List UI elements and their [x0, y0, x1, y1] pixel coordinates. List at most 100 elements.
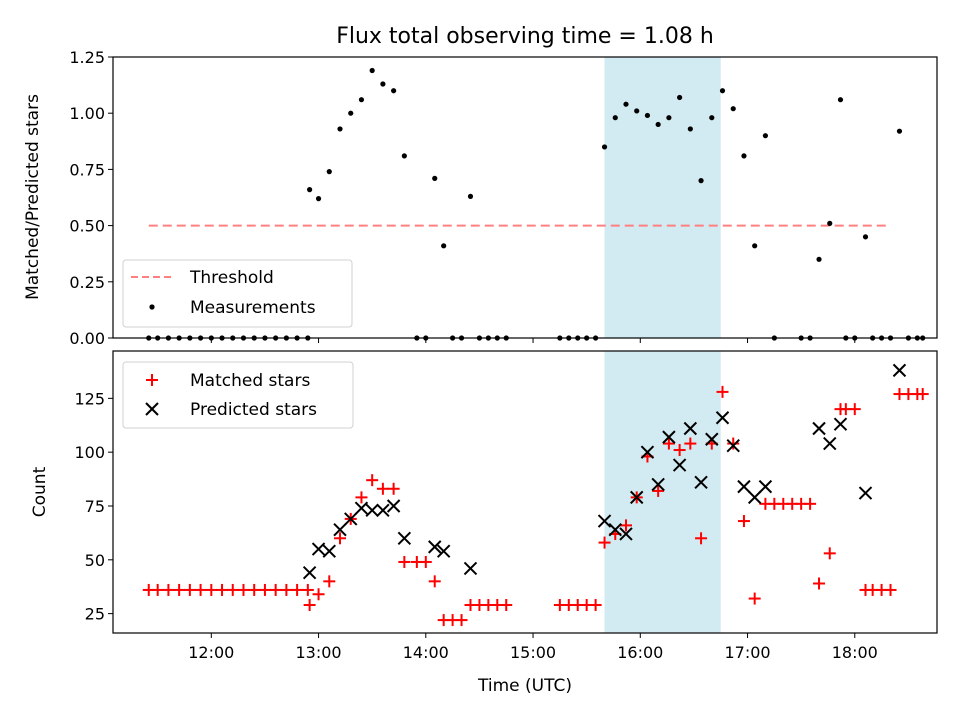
x-tick-label: 12:00: [188, 643, 234, 662]
matched-star-point: [280, 583, 293, 596]
measurement-point: [644, 112, 651, 119]
matched-star-point: [258, 583, 271, 596]
matched-star-point: [813, 577, 826, 590]
measurement-point: [655, 121, 661, 128]
predicted-star-point: [662, 430, 676, 444]
measurement-point: [612, 115, 618, 121]
predicted-star-point: [311, 542, 326, 556]
predicted-star-point: [651, 477, 665, 492]
matched-star-point: [598, 536, 611, 549]
predicted-star-point: [619, 527, 633, 541]
matched-star-point: [716, 385, 729, 398]
matched-star-point: [419, 555, 432, 568]
matched-star-point: [355, 491, 368, 504]
x-tick-label: 14:00: [403, 643, 449, 662]
matched-star-point: [916, 388, 929, 401]
top-legend: Threshold Measurements: [122, 259, 353, 328]
top-highlight-layer: [604, 57, 721, 338]
predicted-star-point: [397, 531, 412, 545]
predicted-star-point: [436, 544, 451, 558]
bottom-x-ticks: 12:00 13:00 14:00 15:00 16:00 17:00 18:00: [188, 633, 878, 662]
bottom-y-tick-label: 100: [74, 443, 105, 462]
bottom-y-tick-label: 25: [85, 605, 105, 624]
matched-star-point: [291, 583, 304, 596]
predicted-star-point: [694, 475, 708, 490]
measurement-point: [666, 115, 672, 121]
measurement-point: [698, 178, 704, 184]
matched-star-point: [183, 583, 196, 596]
predicted-star-point: [747, 490, 762, 505]
matched-star-point: [823, 547, 836, 560]
top-axes-frame: [112, 56, 938, 339]
measurement-point: [741, 153, 747, 159]
x-tick-label: 17:00: [724, 643, 770, 662]
matched-star-point: [619, 519, 632, 532]
measurement-point: [816, 256, 822, 262]
measurements-legend-label: Measurements: [190, 298, 316, 318]
predicted-star-point: [376, 503, 390, 518]
matched-star-point: [455, 614, 468, 627]
measurement-point: [467, 193, 474, 199]
measurement-point: [441, 243, 447, 249]
measurement-point: [634, 108, 640, 114]
matched-star-point: [804, 497, 817, 510]
bottom-y-tick-label: 125: [74, 389, 105, 408]
measurement-point: [623, 101, 629, 107]
predicted-legend-label: Predicted stars: [190, 400, 317, 420]
top-y-tick-label: 0.75: [69, 160, 105, 179]
top-y-tick-label: 1.25: [69, 48, 105, 67]
top-legend-box: [122, 259, 353, 328]
matched-star-point: [727, 437, 740, 450]
predicted-star-point: [302, 566, 317, 580]
bottom-highlight-layer: [604, 351, 721, 633]
predicted-star-point: [428, 540, 442, 554]
predicted-star-point: [705, 432, 719, 446]
measurement-point: [391, 88, 397, 94]
measurement-point: [307, 187, 313, 193]
measurement-point: [837, 97, 844, 103]
top-highlight-span: [604, 57, 721, 338]
matched-star-point: [194, 583, 207, 596]
matched-star-point: [323, 575, 336, 588]
measurement-point: [348, 110, 354, 116]
matched-star-point: [684, 437, 697, 450]
matched-star-point: [662, 437, 675, 450]
measurements-legend-swatch: [149, 304, 155, 310]
measurement-point: [862, 234, 869, 240]
matched-star-point: [216, 583, 229, 596]
predicted-star-point: [758, 479, 773, 494]
matched-star-point: [884, 583, 897, 596]
predicted-star-point: [344, 512, 358, 526]
measurement-point: [432, 175, 438, 181]
measurement-point: [358, 97, 365, 103]
measurement-point: [380, 81, 386, 87]
predicted-star-point: [683, 421, 698, 436]
measurement-point: [326, 169, 332, 175]
predicted-star-point: [726, 439, 740, 453]
bottom-points-layer: [142, 363, 929, 627]
chart-title: Flux total observing time = 1.08 h: [336, 24, 714, 49]
matched-star-point: [500, 599, 513, 612]
threshold-legend-label: Threshold: [189, 268, 274, 288]
matched-star-point: [269, 583, 282, 596]
predicted-star-point: [608, 522, 622, 537]
top-y-tick-label: 1.00: [69, 104, 105, 123]
x-axis-label: Time (UTC): [477, 676, 572, 696]
top-y-axis-label: Matched/Predicted stars: [23, 94, 43, 300]
top-y-ticks: 0.00 0.25 0.50 0.75 1.00 1.25: [69, 48, 113, 348]
matched-star-point: [248, 583, 261, 596]
predicted-star-point: [715, 411, 730, 425]
predicted-star-point: [354, 501, 369, 515]
matched-star-point: [848, 403, 861, 416]
predicted-star-point: [640, 445, 655, 459]
predicted-star-point: [812, 421, 826, 436]
measurement-point: [337, 126, 343, 132]
measurement-point: [369, 67, 375, 74]
matched-star-point: [398, 555, 411, 568]
predicted-star-point: [737, 479, 751, 494]
bottom-y-tick-label: 50: [85, 551, 105, 570]
matched-star-point: [237, 583, 250, 596]
bottom-panel: 25 50 75 100 125 12:00 13:00 14:00 15:00 16:00 17…: [30, 350, 938, 696]
measurement-point: [752, 243, 758, 249]
predicted-star-point: [892, 363, 907, 378]
